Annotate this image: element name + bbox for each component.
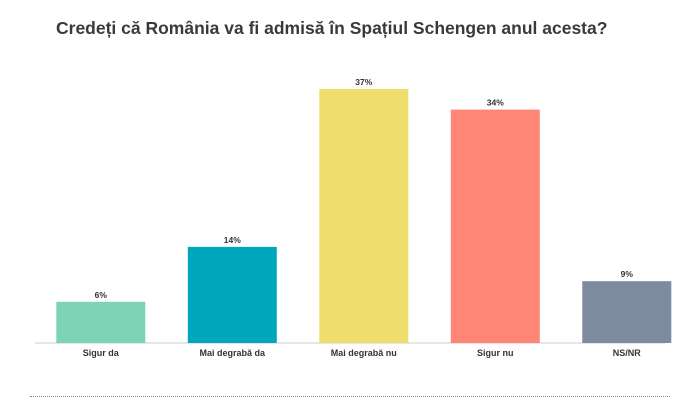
category-label: Mai degrabă nu (331, 348, 397, 358)
category-label: NS/NR (613, 348, 642, 358)
bar-value-label: 9% (621, 269, 634, 279)
bar-value-label: 37% (355, 77, 372, 87)
bar-2 (319, 89, 409, 343)
bar-4 (582, 281, 672, 343)
bar-3 (450, 109, 540, 343)
bar-value-label: 34% (487, 98, 504, 108)
bar-1 (187, 246, 277, 343)
bar-value-label: 6% (95, 290, 108, 300)
footer-divider (30, 396, 670, 397)
bar-0 (56, 301, 146, 343)
page-title: Credeți că România va fi admisă în Spați… (56, 18, 608, 38)
category-label: Sigur da (83, 348, 120, 358)
bar-value-label: 14% (224, 235, 241, 245)
category-label: Mai degrabă da (200, 348, 267, 358)
category-label: Sigur nu (477, 348, 514, 358)
